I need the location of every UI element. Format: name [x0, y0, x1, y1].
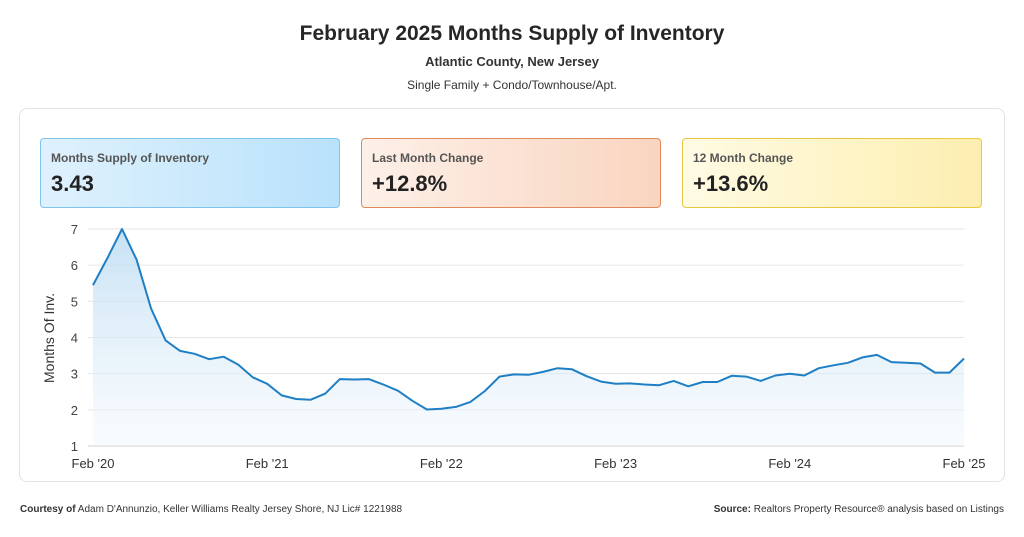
- source-label: Source:: [713, 504, 751, 515]
- courtesy-line: Courtesy of Adam D'Annunzio, Keller Will…: [20, 504, 402, 515]
- last-month-change-value: +12.8%: [372, 171, 448, 196]
- data-point: [890, 361, 892, 363]
- data-point: [687, 385, 689, 387]
- x-tick-label: Feb '23: [594, 456, 637, 471]
- y-axis-label: Months Of Inv.: [41, 293, 57, 383]
- x-tick-label: Feb '22: [420, 456, 463, 471]
- data-point: [281, 394, 283, 396]
- data-point: [731, 375, 733, 377]
- data-point: [368, 378, 370, 380]
- x-tick-label: Feb '25: [943, 456, 986, 471]
- y-tick-label: 1: [71, 439, 78, 454]
- data-point: [934, 371, 936, 373]
- page-title: February 2025 Months Supply of Inventory: [299, 22, 725, 45]
- courtesy-text: Adam D'Annunzio, Keller Williams Realty …: [77, 504, 403, 515]
- data-point: [324, 392, 326, 394]
- data-point: [847, 362, 849, 364]
- data-point: [542, 371, 544, 373]
- property-type-note: Single Family + Condo/Townhouse/Apt.: [407, 78, 617, 92]
- data-point: [571, 368, 573, 370]
- data-point: [556, 367, 558, 369]
- data-point: [339, 378, 341, 380]
- data-point: [760, 380, 762, 382]
- data-point: [397, 389, 399, 391]
- y-tick-label: 7: [71, 222, 78, 237]
- data-point: [498, 375, 500, 377]
- x-tick-label: Feb '21: [246, 456, 289, 471]
- months-supply-card: Months Supply of Inventory 3.43: [40, 138, 340, 208]
- data-point: [745, 375, 747, 377]
- data-point: [629, 382, 631, 384]
- data-point: [876, 354, 878, 356]
- source-text: Realtors Property Resource® analysis bas…: [753, 504, 1004, 515]
- y-tick-label: 4: [71, 331, 78, 346]
- data-point: [585, 375, 587, 377]
- data-point: [789, 372, 791, 374]
- data-point: [310, 399, 312, 401]
- series-line: [92, 228, 965, 411]
- twelve-month-change-value: +13.6%: [693, 171, 769, 196]
- data-point: [193, 353, 195, 355]
- data-point: [658, 384, 660, 386]
- data-point: [861, 356, 863, 358]
- y-tick-label: 6: [71, 258, 78, 273]
- data-point: [179, 350, 181, 352]
- data-point: [426, 408, 428, 410]
- data-point: [208, 358, 210, 360]
- data-point: [484, 390, 486, 392]
- data-point: [919, 362, 921, 364]
- data-point: [266, 383, 268, 385]
- data-point: [237, 363, 239, 365]
- data-point: [818, 367, 820, 369]
- data-point: [106, 257, 108, 259]
- data-point: [469, 401, 471, 403]
- courtesy-label: Courtesy of: [20, 504, 76, 515]
- data-point: [121, 228, 123, 230]
- source-line: Source: Realtors Property Resource® anal…: [714, 504, 1004, 515]
- data-point: [92, 284, 94, 286]
- months-supply-value: 3.43: [51, 171, 94, 196]
- data-point: [614, 383, 616, 385]
- data-point: [702, 381, 704, 383]
- data-point: [382, 383, 384, 385]
- x-tick-label: Feb '24: [768, 456, 811, 471]
- data-point: [150, 307, 152, 309]
- data-point: [164, 339, 166, 341]
- page-subtitle: Atlantic County, New Jersey: [425, 54, 599, 69]
- data-point: [455, 406, 457, 408]
- data-point: [135, 259, 137, 261]
- data-point: [672, 380, 674, 382]
- twelve-month-change-label: 12 Month Change: [693, 151, 794, 165]
- twelve-month-change-card: 12 Month Change +13.6%: [682, 138, 982, 208]
- data-point: [513, 373, 515, 375]
- area-fill: [93, 229, 964, 446]
- data-point: [440, 408, 442, 410]
- y-tick-label: 5: [71, 294, 78, 309]
- data-point: [600, 380, 602, 382]
- data-point: [948, 371, 950, 373]
- data-point: [222, 355, 224, 357]
- x-tick-label: Feb '20: [72, 456, 115, 471]
- data-point: [411, 400, 413, 402]
- data-point: [716, 381, 718, 383]
- data-point: [803, 374, 805, 376]
- data-point: [643, 383, 645, 385]
- last-month-change-card: Last Month Change +12.8%: [361, 138, 661, 208]
- data-point: [963, 357, 965, 359]
- data-point: [774, 374, 776, 376]
- data-point: [295, 398, 297, 400]
- y-tick-label: 2: [71, 403, 78, 418]
- y-tick-label: 3: [71, 367, 78, 382]
- data-point: [251, 376, 253, 378]
- last-month-change-label: Last Month Change: [372, 151, 484, 165]
- months-supply-label: Months Supply of Inventory: [51, 151, 209, 165]
- data-point: [832, 364, 834, 366]
- data-point: [527, 374, 529, 376]
- data-point: [353, 378, 355, 380]
- data-point: [905, 362, 907, 364]
